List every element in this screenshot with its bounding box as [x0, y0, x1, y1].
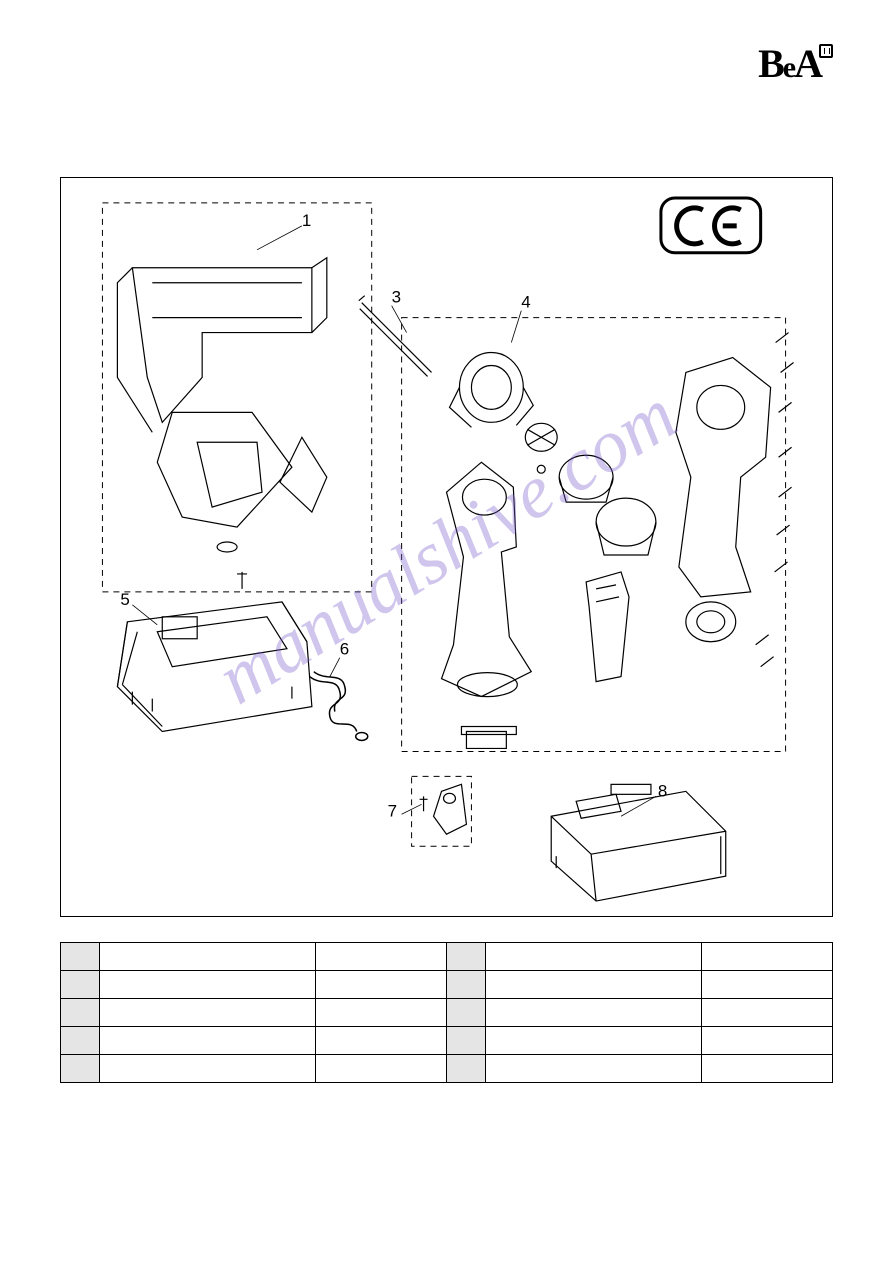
table-cell-num — [61, 971, 100, 999]
table-row — [61, 943, 833, 971]
callout-7: 7 — [388, 801, 397, 820]
part-bit — [359, 296, 432, 377]
table-cell-num — [61, 1055, 100, 1083]
table-cell — [485, 971, 701, 999]
callout-4: 4 — [521, 293, 530, 312]
table-cell — [315, 999, 446, 1027]
callout-6: 6 — [340, 640, 349, 659]
table-cell — [315, 1055, 446, 1083]
table-cell-num — [446, 999, 485, 1027]
part-cable — [310, 672, 368, 741]
table-cell — [99, 1055, 315, 1083]
callout-1: 1 — [302, 211, 311, 230]
logo-mark-icon — [819, 44, 833, 58]
table-row — [61, 1027, 833, 1055]
table-cell — [485, 943, 701, 971]
table-cell — [99, 971, 315, 999]
table-cell — [485, 1027, 701, 1055]
table-row — [61, 999, 833, 1027]
header: BeA — [60, 40, 833, 87]
part-belt-clip — [420, 784, 467, 834]
callout-3: 3 — [392, 288, 401, 307]
table-cell-num — [446, 1027, 485, 1055]
table-cell-num — [446, 943, 485, 971]
table-cell-num — [446, 1055, 485, 1083]
table-cell — [99, 999, 315, 1027]
table-row — [61, 971, 833, 999]
part-driver-body — [442, 333, 794, 749]
table-cell — [315, 943, 446, 971]
table-cell — [315, 971, 446, 999]
parts-table — [60, 942, 833, 1083]
table-cell — [99, 943, 315, 971]
callout-leaders — [132, 226, 656, 816]
table-cell — [315, 1027, 446, 1055]
table-cell — [485, 1055, 701, 1083]
table-row — [61, 1055, 833, 1083]
table-cell — [701, 1055, 832, 1083]
table-cell — [99, 1027, 315, 1055]
logo-letter-b: B — [758, 41, 783, 86]
table-cell — [701, 943, 832, 971]
logo-letter-e: e — [783, 51, 794, 84]
dashed-region-7 — [412, 776, 472, 846]
part-battery — [551, 784, 726, 901]
callout-5: 5 — [120, 590, 129, 609]
logo-letter-a: A — [794, 41, 821, 86]
table-cell-num — [61, 943, 100, 971]
part-charger — [117, 602, 311, 732]
table-cell-num — [446, 971, 485, 999]
table-cell — [701, 971, 832, 999]
table-cell — [701, 1027, 832, 1055]
callout-8: 8 — [658, 781, 667, 800]
exploded-diagram-svg: 1 3 4 5 6 7 8 — [61, 178, 832, 916]
table-cell-num — [61, 999, 100, 1027]
exploded-diagram-frame: 1 3 4 5 6 7 8 manualshive.com — [60, 177, 833, 917]
dashed-region-1 — [102, 203, 371, 592]
table-cell-num — [61, 1027, 100, 1055]
table-cell — [701, 999, 832, 1027]
part-feed-attachment — [117, 258, 326, 589]
ce-mark-icon — [661, 198, 761, 253]
brand-logo: BeA — [758, 40, 833, 87]
table-cell — [485, 999, 701, 1027]
